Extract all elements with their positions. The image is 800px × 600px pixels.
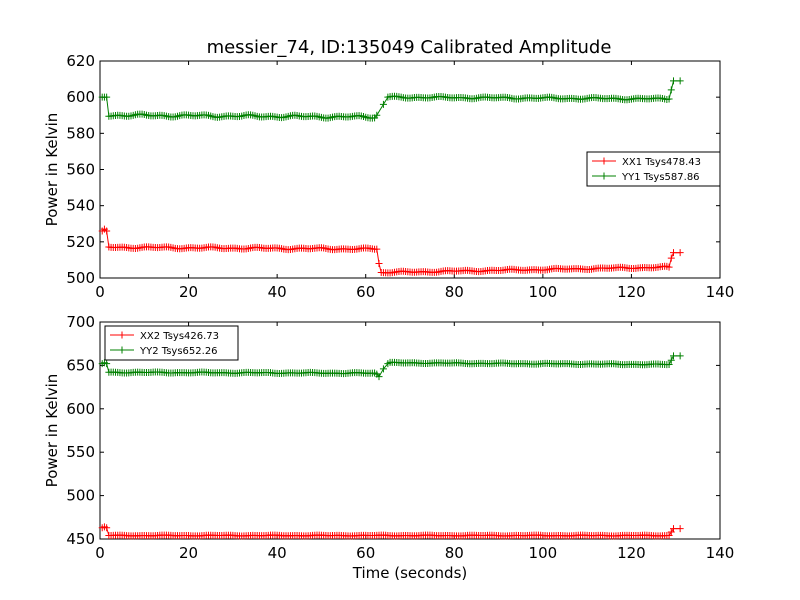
data-point bbox=[103, 227, 111, 235]
data-point bbox=[665, 361, 673, 369]
y-tick-label: 540 bbox=[66, 197, 95, 215]
data-point bbox=[676, 352, 684, 360]
y-tick-label: 580 bbox=[66, 124, 95, 142]
series-1 bbox=[98, 523, 684, 540]
bottom-panel: 0 20 40 60 80 100 120 140 450 500 550 600 650 700 Powe… bbox=[43, 313, 734, 582]
x-axis-label: Time (seconds) bbox=[352, 564, 468, 582]
legend-label: XX1 Tsys478.43 bbox=[622, 157, 701, 168]
legend-label: YY2 Tsys652.26 bbox=[139, 346, 218, 357]
top-panel: 0 20 40 60 80 100 120 140 500 520 540 560 580 600 620 P… bbox=[43, 52, 734, 301]
data-point bbox=[676, 249, 684, 257]
x-tick-label: 0 bbox=[95, 283, 105, 301]
x-tick-label: 20 bbox=[179, 283, 198, 301]
legend: XX2 Tsys426.73 YY2 Tsys652.26 bbox=[104, 325, 239, 361]
data-point bbox=[379, 100, 387, 108]
legend-marker bbox=[118, 346, 126, 354]
y-tick-label: 520 bbox=[66, 233, 95, 251]
y-tick-label: 500 bbox=[66, 269, 95, 287]
y-axis-label: Power in Kelvin bbox=[43, 113, 61, 227]
data-point bbox=[665, 95, 673, 103]
y-tick-label: 650 bbox=[66, 356, 95, 374]
data-point bbox=[670, 352, 677, 360]
data-point bbox=[670, 525, 677, 533]
x-tick-label: 40 bbox=[268, 544, 287, 562]
legend-box bbox=[586, 151, 721, 187]
x-tick-label: 40 bbox=[268, 283, 287, 301]
data-point bbox=[665, 263, 673, 271]
y-tick-label: 600 bbox=[66, 400, 95, 418]
data-point bbox=[373, 245, 381, 253]
y-tick-label: 620 bbox=[66, 52, 95, 70]
data-point bbox=[667, 254, 675, 262]
x-tick-label: 0 bbox=[95, 544, 105, 562]
y-tick-label: 560 bbox=[66, 161, 95, 179]
legend: XX1 Tsys478.43 YY1 Tsys587.86 bbox=[586, 151, 721, 187]
data-point bbox=[103, 360, 111, 368]
y-tick-label: 600 bbox=[66, 88, 95, 106]
data-point bbox=[373, 111, 381, 119]
data-point bbox=[379, 365, 387, 373]
legend-label: XX2 Tsys426.73 bbox=[140, 331, 219, 342]
x-tick-label: 80 bbox=[445, 544, 464, 562]
series-2 bbox=[98, 77, 684, 122]
x-tick-label: 20 bbox=[179, 544, 198, 562]
y-tick-label: 450 bbox=[66, 530, 95, 548]
data-point bbox=[676, 525, 684, 533]
data-point bbox=[667, 356, 675, 364]
data-point bbox=[103, 93, 111, 101]
y-tick-label: 550 bbox=[66, 443, 95, 461]
y-tick-label: 500 bbox=[66, 487, 95, 505]
y-axis-label: Power in Kelvin bbox=[43, 374, 61, 488]
y-tick-label: 700 bbox=[66, 313, 95, 331]
legend-box bbox=[104, 325, 239, 361]
x-tick-label: 140 bbox=[706, 283, 735, 301]
series-1 bbox=[98, 225, 684, 277]
legend-marker bbox=[600, 172, 608, 180]
x-tick-label: 120 bbox=[617, 544, 646, 562]
legend-marker bbox=[118, 331, 126, 339]
legend-label: YY1 Tsys587.86 bbox=[621, 172, 700, 183]
x-tick-label: 140 bbox=[706, 544, 735, 562]
data-point bbox=[375, 373, 383, 381]
legend-marker bbox=[600, 157, 608, 165]
x-tick-label: 100 bbox=[529, 544, 558, 562]
data-point bbox=[670, 249, 677, 257]
data-point bbox=[670, 77, 677, 85]
x-tick-label: 100 bbox=[529, 283, 558, 301]
data-point bbox=[375, 260, 383, 268]
series-2 bbox=[98, 352, 684, 381]
x-tick-label: 120 bbox=[617, 283, 646, 301]
x-tick-label: 60 bbox=[356, 283, 375, 301]
x-tick-label: 60 bbox=[356, 544, 375, 562]
x-tick-label: 80 bbox=[445, 283, 464, 301]
data-point bbox=[103, 524, 111, 532]
chart-title: messier_74, ID:135049 Calibrated Amplitu… bbox=[207, 37, 612, 58]
data-point bbox=[676, 77, 684, 85]
data-point bbox=[667, 86, 675, 94]
